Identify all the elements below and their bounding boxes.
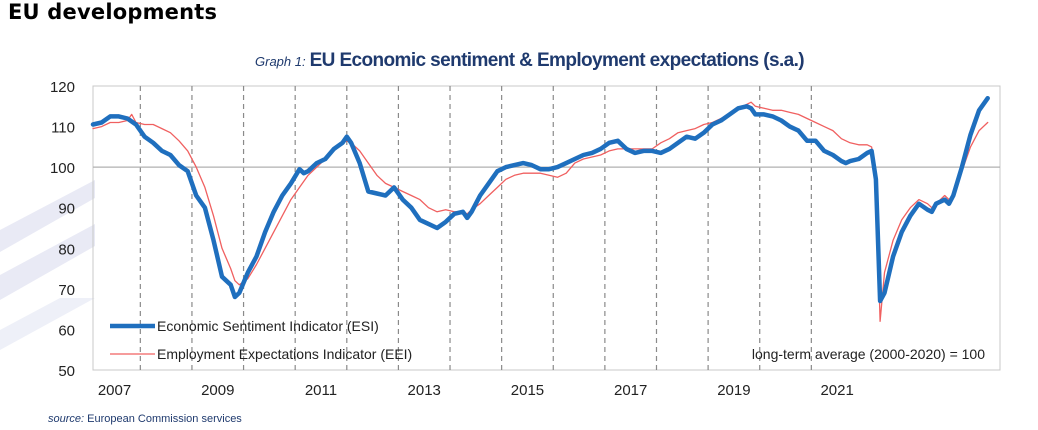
y-tick-label: 50 (58, 363, 75, 380)
x-tick-label: 2015 (511, 382, 544, 399)
series-layer (90, 95, 990, 322)
y-tick-label: 100 (50, 160, 75, 177)
chart-title-prefix: Graph 1: (255, 54, 306, 69)
x-tick-label: 2009 (201, 382, 234, 399)
legend-esi-label: Economic Sentiment Indicator (ESI) (157, 318, 379, 334)
source-note: source: European Commission services (48, 413, 242, 425)
grid-layer (93, 86, 1000, 370)
chart-title-text: EU Economic sentiment & Employment expec… (309, 50, 805, 71)
legend-eei-label: Employment Expectations Indicator (EEI) (157, 346, 412, 362)
plot-frame (92, 85, 1001, 371)
reference-line-note: long-term average (2000-2020) = 100 (752, 346, 985, 362)
source-label: source: (48, 413, 85, 425)
y-tick-label: 120 (50, 79, 75, 96)
chart-title: Graph 1: EU Economic sentiment & Employme… (255, 50, 805, 72)
eei-series-line (92, 101, 989, 322)
x-tick-label: 2021 (820, 382, 853, 399)
esi-series-line (90, 95, 990, 304)
section-heading: EU developments (8, 0, 218, 24)
y-tick-label: 90 (58, 201, 75, 218)
y-tick-label: 70 (58, 282, 75, 299)
x-tick-label: 2017 (614, 382, 647, 399)
x-tick-label: 2019 (717, 382, 750, 399)
x-tick-label: 2007 (98, 382, 131, 399)
axis-layer: 50 60 70 80 90 100 110 120 2007 2009 2011 2013 2015 2… (50, 79, 854, 399)
x-tick-label: 2013 (408, 382, 441, 399)
y-tick-label: 110 (51, 120, 75, 137)
y-tick-label: 60 (58, 322, 75, 339)
legend: Economic Sentiment Indicator (ESI) Emplo… (110, 318, 412, 362)
x-tick-label: 2011 (305, 382, 337, 399)
source-text: European Commission services (87, 413, 242, 425)
y-tick-label: 80 (58, 241, 75, 258)
